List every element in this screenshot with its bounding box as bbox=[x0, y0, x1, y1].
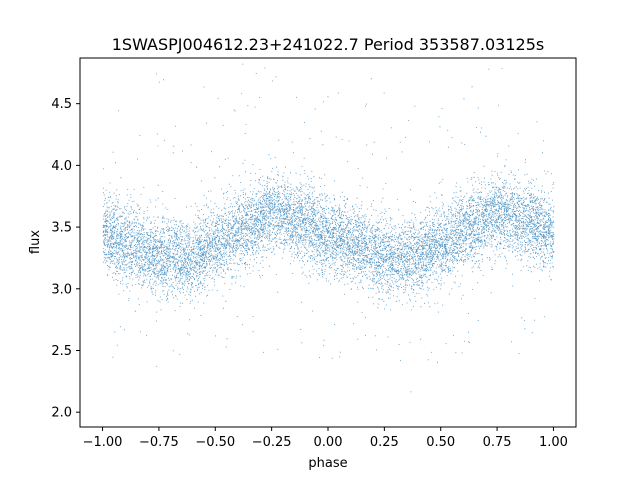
x-tick-label: 0.00 bbox=[314, 435, 343, 450]
x-axis: −1.00 −0.75 −0.50 −0.25 0.00 0.25 0.50 0.75 1.00 bbox=[83, 427, 568, 450]
y-tick-label: 4.5 bbox=[51, 97, 72, 112]
x-axis-label: phase bbox=[308, 456, 347, 471]
y-tick-label: 3.0 bbox=[51, 282, 72, 297]
x-tick-label: −0.50 bbox=[195, 435, 235, 450]
y-tick-label: 3.5 bbox=[51, 221, 72, 236]
x-tick-label: −1.00 bbox=[83, 435, 123, 450]
x-tick-label: 0.50 bbox=[426, 435, 455, 450]
y-tick-label: 2.5 bbox=[51, 344, 72, 359]
scatter-points bbox=[102, 63, 555, 393]
y-axis: 2.0 2.5 3.0 3.5 4.0 4.5 bbox=[51, 97, 80, 421]
x-tick-label: 0.75 bbox=[483, 435, 512, 450]
flux-points bbox=[102, 63, 555, 393]
y-axis-label: flux bbox=[28, 230, 43, 254]
x-tick-label: −0.25 bbox=[252, 435, 292, 450]
x-tick-label: 1.00 bbox=[539, 435, 568, 450]
x-tick-label: −0.75 bbox=[139, 435, 179, 450]
x-tick-label: 0.25 bbox=[370, 435, 399, 450]
chart-title: 1SWASPJ004612.23+241022.7 Period 353587.… bbox=[112, 35, 544, 54]
y-tick-label: 2.0 bbox=[51, 406, 72, 421]
y-tick-label: 4.0 bbox=[51, 159, 72, 174]
